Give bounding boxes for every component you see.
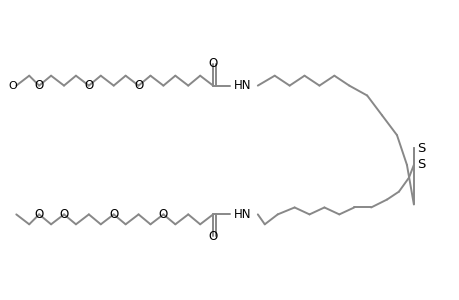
Text: O: O <box>208 57 217 70</box>
Text: O: O <box>208 230 217 243</box>
Text: O: O <box>8 81 17 91</box>
Text: S: S <box>416 142 424 154</box>
Text: S: S <box>416 158 424 171</box>
Text: O: O <box>109 208 118 221</box>
Text: O: O <box>158 208 168 221</box>
Text: HN: HN <box>234 208 251 221</box>
Text: O: O <box>84 79 93 92</box>
Text: O: O <box>134 79 143 92</box>
Text: O: O <box>59 208 68 221</box>
Text: O: O <box>34 79 44 92</box>
Text: O: O <box>34 208 44 221</box>
Text: HN: HN <box>234 79 251 92</box>
